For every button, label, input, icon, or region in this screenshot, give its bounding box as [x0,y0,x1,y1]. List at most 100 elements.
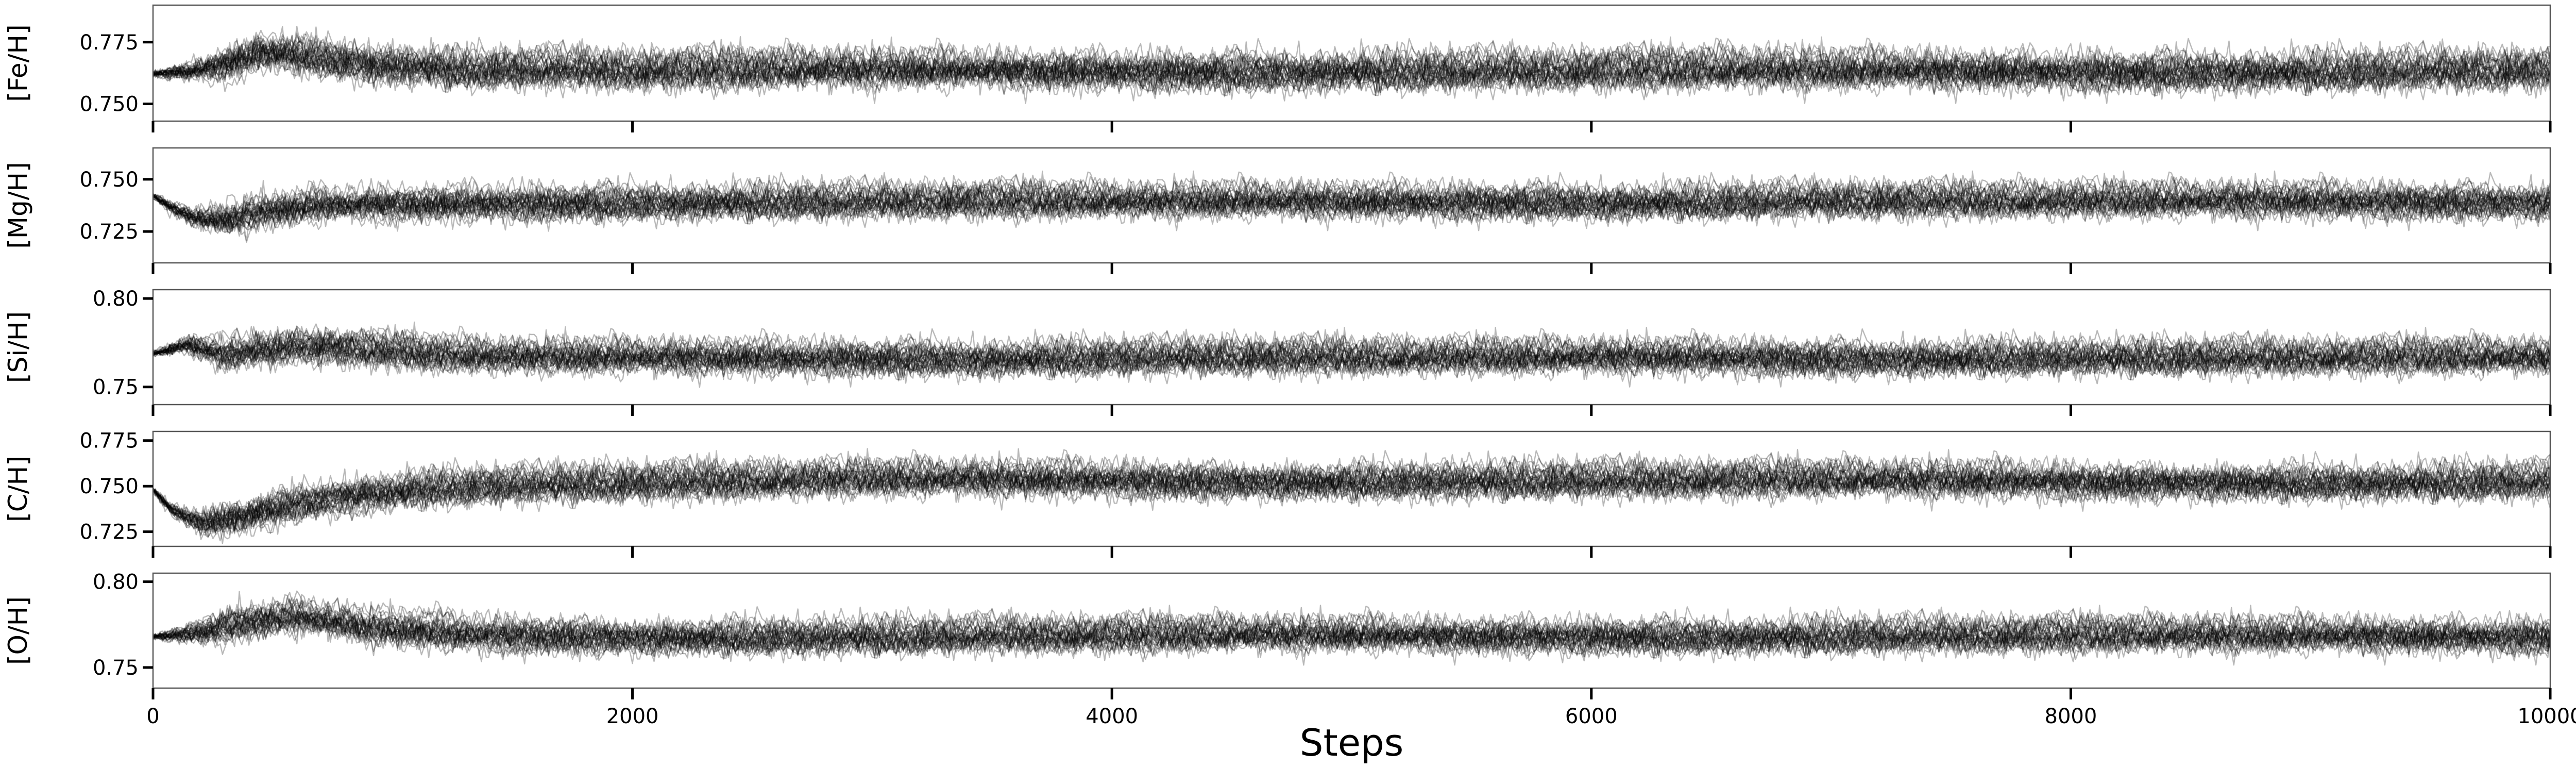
walker-trace [153,598,2550,661]
walker-trace [153,605,2550,661]
walker-trace [153,451,2550,531]
walker-traces [153,321,2550,388]
walker-trace [153,35,2550,99]
y-axis-label: [C/H] [3,456,33,522]
walker-trace [153,37,2550,101]
walker-trace [153,450,2550,530]
walker-trace [153,328,2550,383]
walker-trace [153,178,2550,229]
walker-trace [153,45,2550,96]
walker-trace [153,43,2550,104]
panel-oh: 0.75 0.80 [O/H] 0 2000 4000 6000 8000 10000 [3,571,2576,728]
x-axis-label: Steps [1300,721,1403,764]
y-tick-label: 0.80 [93,287,139,311]
walker-trace [153,606,2550,659]
walker-trace [153,42,2550,99]
walker-trace [153,450,2550,532]
walker-trace [153,328,2550,385]
walker-trace [153,327,2550,379]
walker-trace [153,35,2550,97]
walker-trace [153,457,2550,529]
walker-trace [153,179,2550,231]
walker-trace [153,179,2550,234]
walker-trace [153,178,2550,229]
walker-trace [153,31,2550,99]
axes-frame [152,4,2551,122]
walker-trace [153,333,2550,383]
walker-traces [153,448,2550,544]
walker-trace [153,335,2550,385]
walker-trace [153,39,2550,96]
x-tick-label: 6000 [1565,705,1618,728]
y-axis-label: [Mg/H] [3,162,33,248]
y-tick-label: 0.750 [79,475,139,498]
y-tick-label: 0.75 [93,656,139,680]
walker-trace [153,453,2550,523]
walker-trace [153,44,2550,104]
y-tick-label: 0.775 [79,31,139,55]
walker-trace [153,602,2550,661]
walker-trace [153,173,2550,227]
walker-trace [153,171,2550,233]
walker-trace [153,324,2550,383]
x-tick-label: 0 [146,705,159,728]
walker-trace [153,178,2550,235]
walker-trace [153,331,2550,381]
walker-trace [153,26,2550,97]
y-axis-label: [O/H] [3,596,33,665]
walker-trace [153,457,2550,535]
walker-trace [153,329,2550,381]
y-tick-label: 0.775 [79,429,139,453]
walker-trace [153,38,2550,99]
y-tick-label: 0.750 [79,92,139,116]
walker-trace [153,328,2550,388]
walker-trace [153,452,2550,529]
walker-trace [153,326,2550,383]
walker-trace [153,590,2550,659]
walker-trace [153,39,2550,97]
walker-trace [153,173,2550,225]
walker-trace [153,171,2550,231]
walker-trace [153,39,2550,102]
walker-trace [153,610,2550,662]
walker-trace [153,591,2550,661]
walker-trace [153,38,2550,99]
walker-trace [153,170,2550,242]
walker-trace [153,41,2550,97]
walker-trace [153,605,2550,665]
walker-trace [153,328,2550,388]
panel-mgh: 0.725 0.750 [Mg/H] [3,147,2552,274]
axes-frame [152,572,2551,689]
walker-trace [153,600,2550,661]
walker-trace [153,606,2550,662]
walker-trace [153,598,2550,664]
panel-sih: 0.75 0.80 [Si/H] [3,287,2552,416]
walker-trace [153,599,2550,666]
walker-trace [153,41,2550,102]
walker-trace [153,325,2550,379]
walker-trace [153,327,2550,388]
y-axis-label: [Si/H] [3,311,33,383]
walker-trace [153,611,2550,666]
walker-trace [153,457,2550,533]
axes-frame [152,289,2551,406]
walker-trace [153,451,2550,525]
walker-trace [153,327,2550,383]
walker-trace [153,606,2550,662]
walker-trace [153,327,2550,379]
walker-trace [153,38,2550,102]
walker-trace [153,173,2550,227]
walker-trace [153,26,2550,102]
panel-ch: 0.725 0.750 0.775 [C/H] [3,429,2552,558]
walker-trace [153,173,2550,232]
walker-trace [153,608,2550,662]
y-axis-label: [Fe/H] [3,24,33,102]
walker-trace [153,336,2550,388]
walker-trace [153,36,2550,99]
walker-trace [153,458,2550,536]
walker-trace [153,38,2550,99]
walker-trace [153,605,2550,659]
walker-trace [153,453,2550,532]
walker-trace [153,610,2550,662]
walker-trace [153,38,2550,101]
